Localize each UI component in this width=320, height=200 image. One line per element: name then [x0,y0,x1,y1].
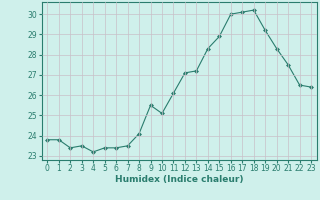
X-axis label: Humidex (Indice chaleur): Humidex (Indice chaleur) [115,175,244,184]
